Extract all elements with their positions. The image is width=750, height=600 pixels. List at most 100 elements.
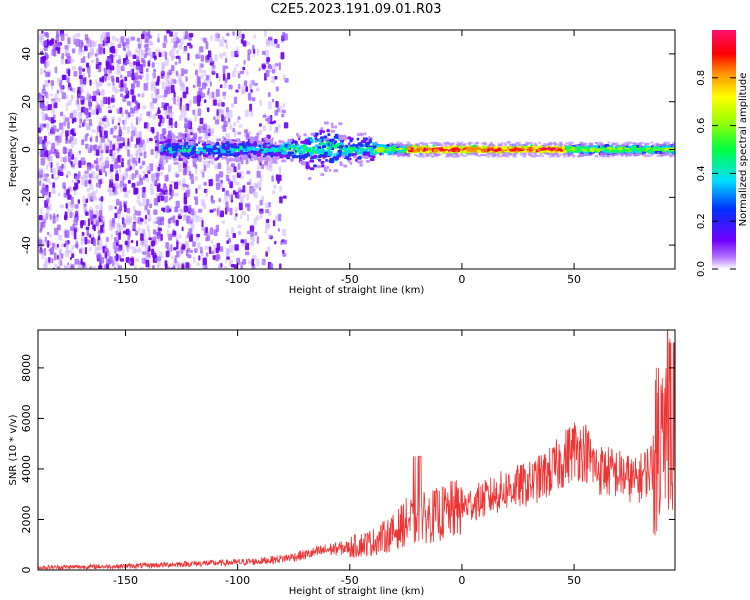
spectrogram-cell [308, 142, 311, 146]
spectrogram-cell [151, 265, 155, 269]
spectrogram-cell [71, 48, 76, 54]
spectrogram-cell [211, 151, 217, 155]
spectrogram-cell [146, 165, 151, 173]
spectrogram-cell [122, 119, 125, 125]
spectrogram-cell [39, 180, 42, 187]
spectrogram-cell [362, 140, 367, 144]
spectrogram-cell [54, 149, 59, 157]
spectrogram-cell [110, 42, 115, 46]
spectrogram-cell [109, 184, 114, 188]
spectrogram-cell [210, 250, 215, 254]
spectrogram-cell [359, 143, 364, 147]
spectrogram-cell [210, 142, 216, 145]
spectrogram-cell [44, 239, 48, 246]
spectrogram-cell [103, 47, 106, 55]
spectrogram-cell [194, 154, 199, 158]
spectrogram-cell [188, 99, 192, 107]
spectrogram-cell [274, 215, 278, 221]
spectrogram-cell [431, 155, 435, 158]
spectrogram-cell [245, 203, 250, 208]
spectrogram-cell [59, 171, 64, 176]
spectrogram-cell [241, 33, 245, 39]
spectrogram-cell [496, 155, 500, 158]
spectrogram-cell [50, 80, 55, 86]
spectrogram-cell [50, 161, 53, 169]
spectrogram-cell [278, 62, 281, 71]
spectrogram-cell [222, 136, 225, 140]
spectrogram-cell [139, 177, 144, 185]
spectrogram-cell [219, 53, 224, 59]
spectrogram-cell [144, 219, 148, 225]
spectrogram-cell [595, 141, 598, 144]
spectrogram-cell [212, 255, 216, 260]
spectrogram-cell [297, 135, 301, 139]
spectrogram-cell [224, 58, 228, 63]
spectrogram-cell [269, 121, 275, 125]
spectrogram-cell [80, 58, 84, 64]
spectrogram-cell [172, 267, 176, 269]
spectrogram-cell [152, 113, 156, 120]
spectrogram-cell [182, 169, 187, 176]
spectrogram-cell [282, 195, 287, 199]
spectrogram-cell [320, 127, 324, 131]
spectrogram-cell [99, 209, 103, 218]
spectrogram-cell [199, 46, 204, 53]
spectrogram-cell [71, 245, 75, 251]
spectrogram-cell [161, 119, 164, 127]
spectrogram-cell [112, 153, 115, 161]
spectrogram-cell [451, 142, 455, 145]
spectrogram-cell [177, 95, 180, 102]
spectrogram-cell [50, 117, 55, 124]
spectrogram-cell [164, 260, 168, 267]
spectrogram-cell [436, 143, 440, 146]
spectrogram-cell [337, 156, 340, 160]
spectrogram-cell [109, 149, 113, 157]
spectrogram-cell [249, 158, 253, 162]
spectrogram-cell [400, 142, 404, 145]
spectrogram-cell [258, 187, 262, 191]
spectrogram-cell [144, 193, 147, 199]
spectrogram-cell [305, 161, 309, 165]
spectrogram-cell [369, 138, 372, 142]
spectrogram-cell [171, 255, 174, 260]
spectrogram-cell [148, 252, 151, 259]
spectrogram-cell [282, 109, 286, 114]
spectrogram-cell [394, 142, 398, 145]
spectrogram-cell [272, 160, 278, 164]
spectrogram-cell [137, 93, 140, 97]
spectrogram-cell [65, 134, 68, 141]
spectrogram-cell [380, 149, 383, 153]
spectrogram-cell [160, 195, 165, 201]
spectrogram-cell [604, 152, 608, 155]
spectrogram-cell [482, 154, 485, 156]
spectrogram-cell [247, 148, 251, 152]
spectrogram-cell [90, 59, 95, 63]
spectrogram-cell [541, 155, 545, 158]
spectrogram-cell [157, 167, 161, 172]
spectrogram-cell [340, 139, 345, 143]
spectrogram-cell [176, 49, 180, 55]
spectrogram-cell [289, 151, 295, 155]
spectrogram-cell [44, 261, 48, 269]
spectrogram-cell [183, 115, 187, 120]
spectrogram-cell [248, 155, 252, 159]
spectrogram-cell [195, 167, 198, 175]
spectrogram-cell [69, 113, 74, 119]
spectrogram-cell [158, 52, 162, 58]
spectrogram-cell [237, 162, 240, 170]
spectrogram-cell [584, 144, 588, 147]
spectrogram-cell [526, 143, 530, 146]
spectrogram-cell [219, 210, 224, 218]
spectrogram-cell [242, 66, 246, 71]
spectrogram-cell [640, 141, 644, 144]
spectrogram-cell [394, 152, 398, 155]
spectrogram-cell [366, 152, 370, 156]
spectrogram-cell [426, 150, 430, 154]
spectrogram-cell [534, 143, 538, 146]
spectrogram-cell [233, 96, 238, 104]
spectrogram-cell [160, 75, 163, 79]
spectrogram-cell [508, 141, 512, 144]
spectrogram-cell [230, 103, 235, 108]
spectrogram-cell [328, 152, 332, 155]
spectrogram-cell [57, 47, 61, 54]
